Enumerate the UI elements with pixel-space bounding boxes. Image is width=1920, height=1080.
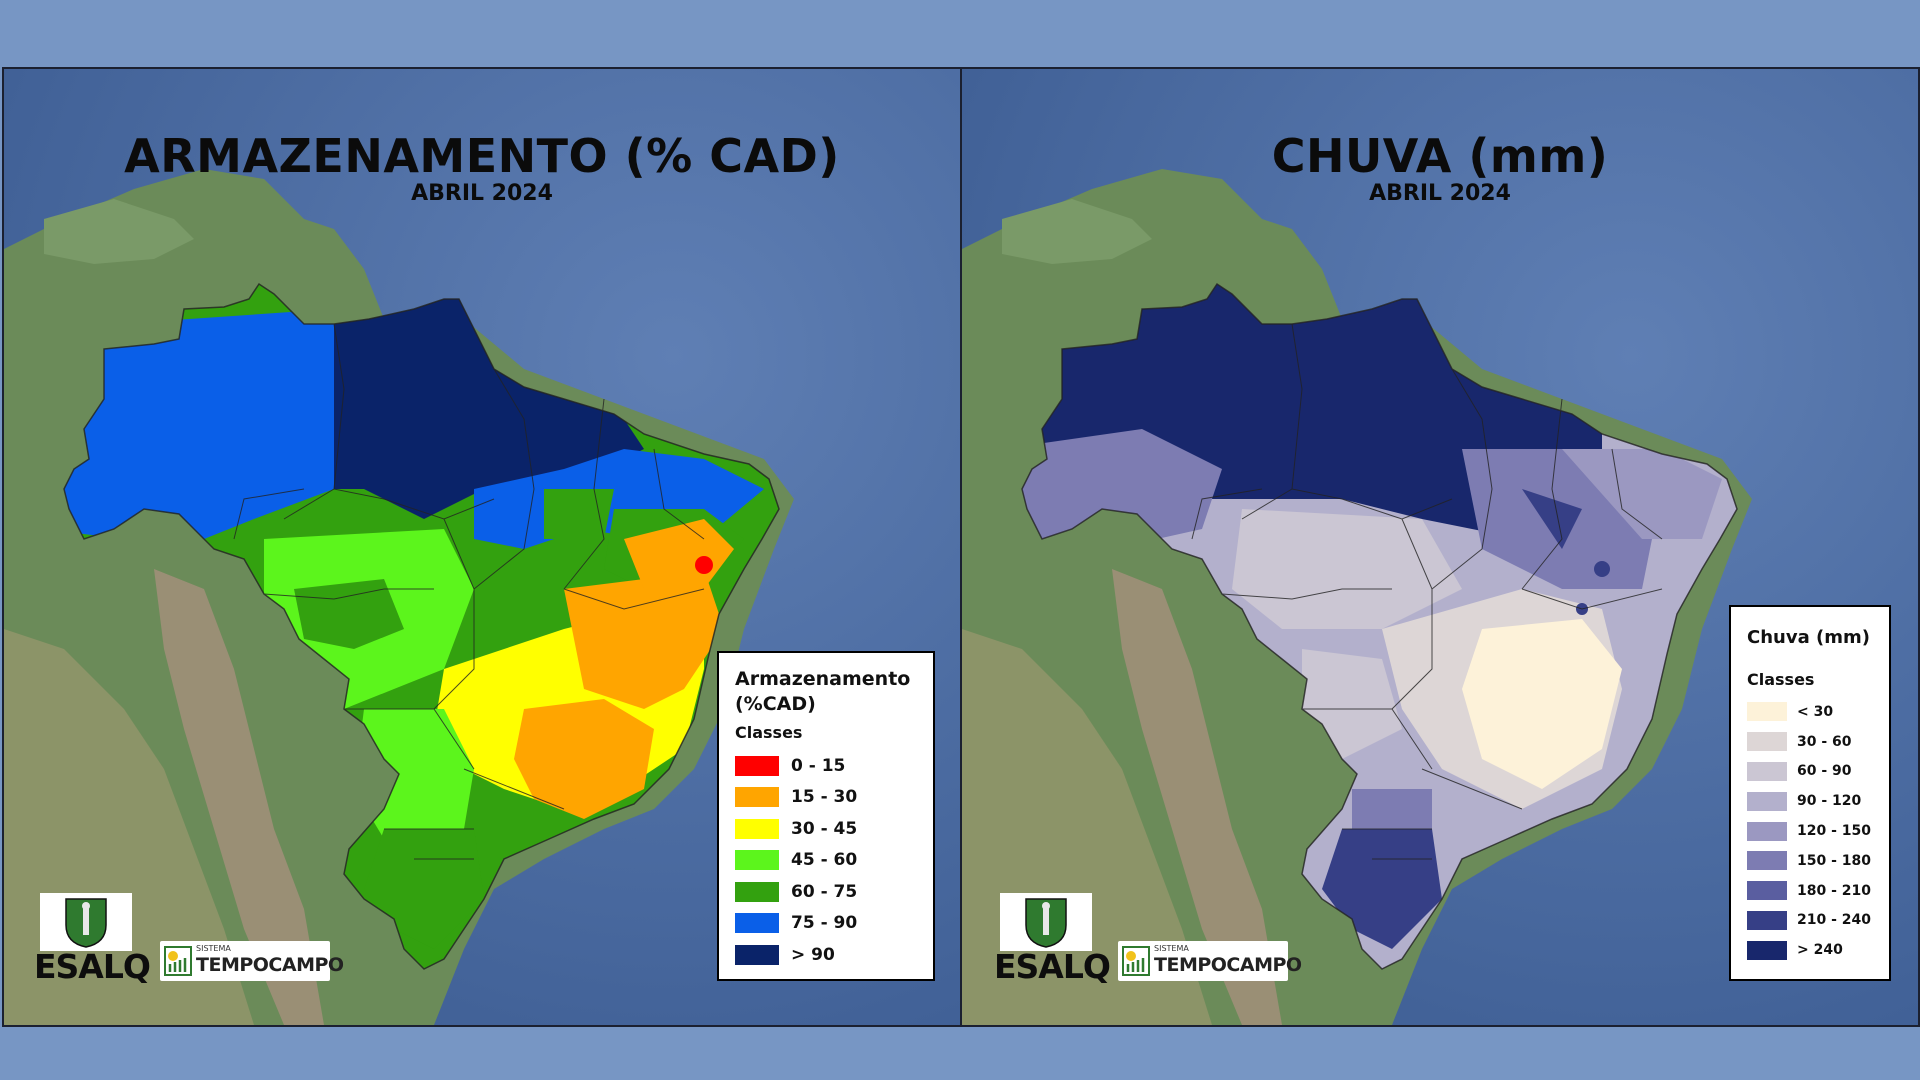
legend-item: 30 - 60 [1747,727,1889,757]
legend-item: 60 - 75 [735,876,933,908]
legend-swatch [735,787,779,808]
legend-title: Armazenamento (%CAD) [735,667,933,717]
legend-item-label: 30 - 60 [1797,733,1852,750]
legend-swatch [1747,732,1787,752]
legend-item: 210 - 240 [1747,906,1889,936]
legend-item-label: 30 - 45 [791,818,858,839]
map-subtitle: ABRIL 2024 [1369,181,1511,206]
legend-item-label: 0 - 15 [791,755,846,776]
tempocampo-name: TEMPOCAMPO [196,954,344,976]
legend-item: 0 - 15 [735,750,933,782]
legend-items: 0 - 15 15 - 30 30 - 45 45 - 60 60 - 75 75 - 9… [719,750,933,971]
map-subtitle: ABRIL 2024 [411,181,553,206]
tempocampo-mark-icon [164,946,192,976]
legend-swatch [735,755,779,776]
storage-legend: Armazenamento (%CAD) Classes 0 - 15 15 - … [717,651,935,981]
legend-swatch [735,913,779,934]
legend-item-label: 60 - 75 [791,881,858,902]
esalq-shield-icon [1025,898,1067,948]
legend-item: 30 - 45 [735,813,933,845]
legend-title: Chuva (mm) [1747,627,1870,648]
tempocampo-mark-icon [1122,946,1150,976]
legend-swatch [1747,940,1787,960]
legend-swatch [1747,851,1787,871]
legend-swatch [1747,910,1787,930]
legend-item-label: 180 - 210 [1797,882,1872,899]
legend-swatch [735,944,779,965]
map-title: ARMAZENAMENTO (% CAD) [124,129,840,183]
legend-classes-label: Classes [735,723,803,742]
legend-item-label: 60 - 90 [1797,763,1852,780]
esalq-logo: ESALQ [34,893,151,987]
legend-item-label: < 30 [1797,703,1834,720]
tempocampo-logo: SISTEMA TEMPOCAMPO [160,941,344,981]
esalq-shield-icon [65,898,107,948]
legend-title-line2: (%CAD) [735,693,816,715]
legend-item: > 90 [735,939,933,971]
tempocampo-name: TEMPOCAMPO [1154,954,1302,976]
legend-item: 150 - 180 [1747,846,1889,876]
legend-item-label: 75 - 90 [791,913,858,934]
tempocampo-system-label: SISTEMA [1154,944,1189,953]
legend-item: > 240 [1747,935,1889,965]
legend-swatch [1747,821,1787,841]
legend-item: 15 - 30 [735,782,933,814]
legend-item: 45 - 60 [735,845,933,877]
legend-swatch [1747,702,1787,722]
legend-swatch [1747,791,1787,811]
storage-map-panel: ARMAZENAMENTO (% CAD) ABRIL 2024 Armazen… [2,67,962,1027]
legend-title-line1: Armazenamento [735,668,911,690]
legend-swatch [735,850,779,871]
legend-item-label: 120 - 150 [1797,823,1872,840]
legend-item-label: 150 - 180 [1797,852,1872,869]
legend-item: 120 - 150 [1747,816,1889,846]
tempocampo-logo: SISTEMA TEMPOCAMPO [1118,941,1302,981]
tempocampo-system-label: SISTEMA [196,944,231,953]
legend-classes-label: Classes [1747,670,1815,689]
legend-swatch [1747,761,1787,781]
legend-items: < 30 30 - 60 60 - 90 90 - 120 120 - 150 150 -… [1731,697,1889,965]
legend-item-label: 45 - 60 [791,850,858,871]
legend-item: 75 - 90 [735,908,933,940]
legend-item-label: > 240 [1797,942,1843,959]
legend-item-label: 210 - 240 [1797,912,1872,929]
map-title: CHUVA (mm) [1271,129,1609,183]
legend-item: 90 - 120 [1747,786,1889,816]
legend-item: < 30 [1747,697,1889,727]
legend-item-label: > 90 [791,944,835,965]
legend-swatch [1747,881,1787,901]
legend-item-label: 15 - 30 [791,787,858,808]
legend-swatch [735,818,779,839]
esalq-logo: ESALQ [994,893,1111,987]
legend-swatch [735,881,779,902]
legend-item-label: 90 - 120 [1797,793,1862,810]
rain-legend: Chuva (mm) Classes < 30 30 - 60 60 - 90 90 … [1729,605,1891,981]
rain-map-panel: CHUVA (mm) ABRIL 2024 Chuva (mm) Classes… [960,67,1920,1027]
esalq-wordmark: ESALQ [994,947,1111,986]
legend-item: 60 - 90 [1747,757,1889,787]
esalq-wordmark: ESALQ [34,947,151,986]
legend-item: 180 - 210 [1747,876,1889,906]
